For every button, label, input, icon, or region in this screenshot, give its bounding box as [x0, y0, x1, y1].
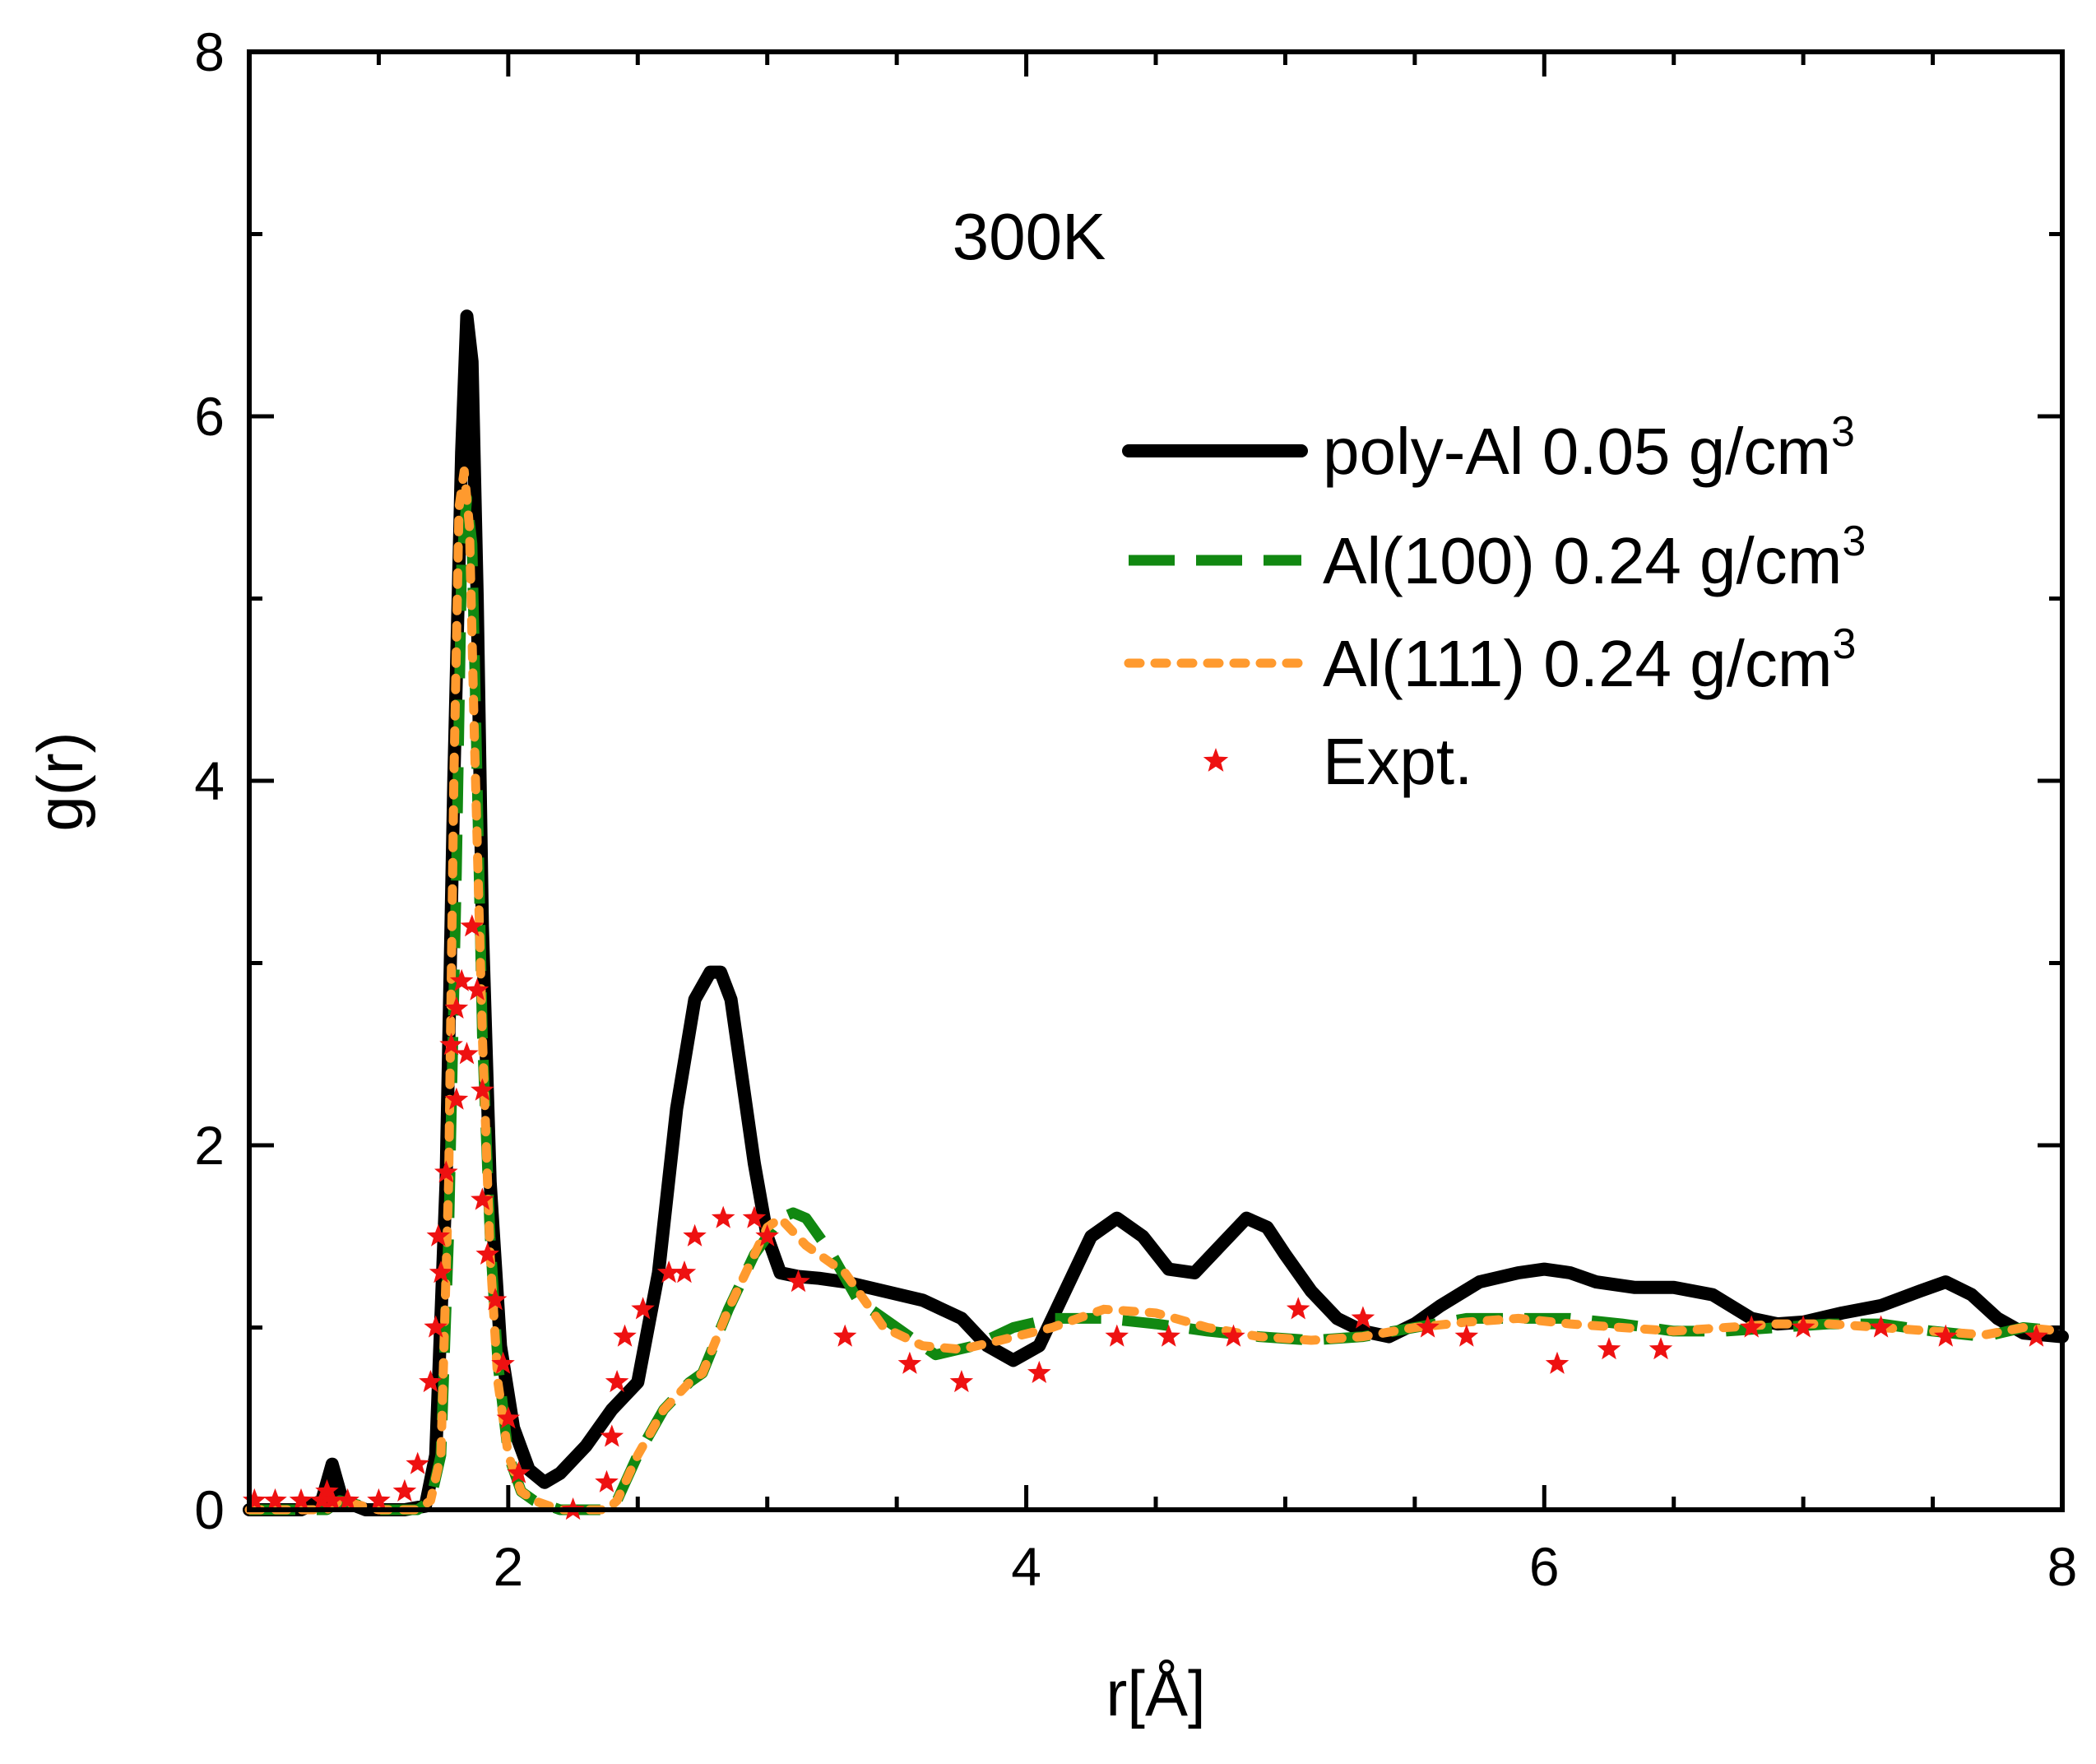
expt-marker [392, 1479, 417, 1502]
legend-label-superscript: 3 [1831, 408, 1855, 456]
expt-marker [742, 1205, 767, 1228]
legend-label: Expt. [1323, 725, 1472, 798]
expt-marker [465, 977, 489, 1000]
plot-frame [247, 49, 2065, 1512]
expt-marker [1649, 1337, 1673, 1360]
expt-marker [2024, 1324, 2048, 1347]
series-line-al-111-0-24-g-cm3 [244, 467, 2067, 1515]
expt-marker [1454, 1324, 1479, 1347]
expt-marker [613, 1324, 637, 1347]
expt-marker [1934, 1324, 1958, 1347]
x-axis-label: r[Å] [1106, 1657, 1205, 1729]
expt-marker [263, 1488, 287, 1511]
expt-marker [832, 1324, 857, 1347]
expt-marker [600, 1424, 624, 1447]
y-tick-label: 0 [194, 1479, 225, 1540]
expt-marker [471, 1187, 494, 1210]
expt-marker [595, 1469, 619, 1492]
expt-marker [605, 1370, 629, 1393]
y-tick-label: 2 [194, 1115, 225, 1176]
expt-marker [444, 996, 469, 1019]
expt-marker [289, 1488, 313, 1511]
expt-marker [315, 1479, 339, 1502]
expt-marker [243, 1488, 267, 1511]
legend-label-superscript: 3 [1842, 518, 1866, 565]
expt-marker [471, 1078, 494, 1101]
x-tick-label: 8 [2047, 1536, 2078, 1597]
expt-marker [429, 1260, 453, 1284]
y-tick-label: 6 [194, 386, 225, 447]
expt-marker [449, 968, 474, 991]
expt-marker [336, 1488, 359, 1511]
expt-marker [367, 1488, 391, 1511]
expt-marker [1545, 1351, 1570, 1374]
legend-label: Al(100) 0.24 g/cm3 [1323, 518, 1866, 597]
expt-marker [419, 1370, 443, 1393]
expt-marker [455, 1042, 479, 1065]
expt-marker [1222, 1324, 1245, 1347]
legend: poly-Al 0.05 g/cm3 Al(100) 0.24 g/cm3 Al(1… [1122, 408, 1866, 798]
expt-marker [507, 1460, 531, 1483]
expt-marker [631, 1297, 655, 1320]
legend-entry-poly-al-0-05-g-cm3: poly-Al 0.05 g/cm3 [1122, 408, 1855, 488]
expt-marker [406, 1451, 429, 1474]
expt-marker [755, 1223, 779, 1246]
y-axis-label: g(r) [24, 731, 96, 831]
expt-marker [897, 1351, 922, 1374]
expt-marker [711, 1205, 735, 1228]
expt-marker [1869, 1315, 1893, 1338]
expt-marker [439, 1033, 463, 1056]
expt-marker [444, 1087, 469, 1110]
x-tick-label: 4 [1011, 1536, 1041, 1597]
expt-marker [1416, 1315, 1440, 1338]
series-expt [243, 914, 2048, 1520]
legend-entry-al-111-0-24-g-cm3: Al(111) 0.24 g/cm3 [1124, 620, 1856, 700]
expt-marker [672, 1260, 697, 1284]
x-tick-label: 6 [1529, 1536, 1560, 1597]
expt-marker [1286, 1297, 1310, 1320]
expt-marker [1351, 1306, 1375, 1329]
expt-marker [434, 1160, 458, 1183]
expt-marker [1027, 1360, 1051, 1383]
expt-marker [496, 1406, 521, 1429]
series-layer [243, 309, 2069, 1520]
expt-marker [1739, 1315, 1764, 1338]
legend-marker [1203, 748, 1229, 772]
expt-marker [1105, 1324, 1129, 1347]
expt-marker [491, 1351, 515, 1374]
legend-label-superscript: 3 [1833, 620, 1857, 668]
expt-marker [1157, 1324, 1180, 1347]
expt-marker [1597, 1337, 1621, 1360]
x-tick-label: 2 [493, 1536, 523, 1597]
legend-entry-expt: Expt. [1203, 725, 1472, 798]
expt-marker [320, 1488, 344, 1511]
legend-label: poly-Al 0.05 g/cm3 [1323, 408, 1855, 488]
expt-marker [460, 914, 484, 937]
tick-labels: 2 4 6 8 0 2 4 6 8 [194, 21, 2077, 1597]
temperature-annotation: 300K [953, 200, 1106, 273]
y-tick-label: 4 [194, 750, 225, 811]
legend-entry-al-100-0-24-g-cm3: Al(100) 0.24 g/cm3 [1129, 518, 1866, 597]
expt-marker [426, 1223, 451, 1246]
series-line-poly-al-0-05-g-cm3 [243, 309, 2069, 1516]
expt-marker [1791, 1315, 1815, 1338]
expt-marker [656, 1260, 681, 1284]
expt-marker [786, 1270, 810, 1293]
expt-marker [424, 1315, 447, 1338]
expt-marker [949, 1370, 974, 1393]
expt-marker [683, 1223, 707, 1246]
expt-marker [475, 1242, 499, 1265]
legend-label: Al(111) 0.24 g/cm3 [1323, 620, 1856, 700]
y-tick-label: 8 [194, 21, 225, 82]
expt-marker [483, 1288, 508, 1311]
